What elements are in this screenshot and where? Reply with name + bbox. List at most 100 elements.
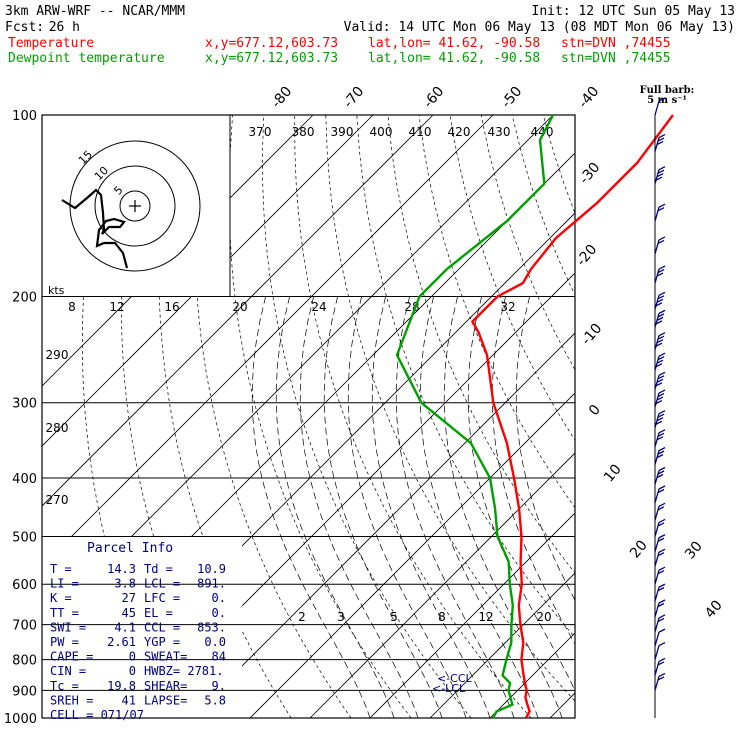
- parcel-info-value: 0.0: [204, 635, 226, 649]
- wind-barb: [654, 534, 666, 552]
- wind-barb-flag: [658, 485, 666, 490]
- wind-barb: [654, 265, 666, 284]
- dry-adiabat-label: 380: [292, 125, 315, 139]
- parcel-panel-bg: [42, 536, 242, 718]
- dry-adiabat: [699, 115, 740, 718]
- wind-barb-flag: [657, 602, 665, 608]
- wind-barb-flag: [657, 432, 665, 437]
- isotherm-line: [610, 115, 740, 718]
- isotherm-label: 0: [586, 402, 604, 419]
- parcel-info-value: 853.: [197, 620, 226, 634]
- parcel-info-value: 19.8: [107, 679, 136, 693]
- isotherm-label: 30: [682, 538, 706, 562]
- wind-barb-staff: [654, 551, 660, 567]
- wind-barb-flag: [656, 272, 664, 277]
- wind-barb-flag: [658, 628, 666, 633]
- wind-barb-flag: [658, 566, 666, 571]
- parcel-info-key: SHEAR=: [144, 679, 187, 693]
- pressure-tick-label: 500: [12, 530, 37, 545]
- parcel-info-key: TT =: [50, 606, 79, 620]
- parcel-info-key: SWEAT=: [144, 650, 187, 664]
- wind-barb-flag: [658, 534, 666, 539]
- wind-barb: [654, 672, 666, 691]
- parcel-info-key: HWBZ= 2781.: [144, 664, 223, 678]
- dry-adiabat: [262, 115, 472, 718]
- wind-barb-flag: [655, 363, 663, 368]
- isotherm-label: -40: [575, 84, 602, 112]
- parcel-info-key: CAPE =: [50, 650, 93, 664]
- plot-frame: [41, 114, 576, 719]
- parcel-info-key: Td =: [144, 562, 173, 576]
- wind-barb-flag: [656, 454, 664, 459]
- wind-barb-flag: [658, 134, 666, 139]
- wind-barb: [654, 371, 666, 390]
- wind-barb: [654, 389, 666, 408]
- dry-adiabat: [418, 115, 575, 509]
- wind-barb-flag: [657, 552, 665, 557]
- wind-barb-flag: [658, 447, 666, 452]
- isotherm-label: 40: [702, 597, 726, 621]
- moist-adiabat: [323, 296, 443, 718]
- pressure-tick-label: 800: [12, 654, 37, 669]
- wind-barb: [654, 502, 666, 521]
- isotherm-line: [189, 332, 575, 718]
- header: 3km ARW-WRF -- NCAR/MMM Init: 12 UTC Sun…: [5, 4, 735, 106]
- parcel-info-value: 891.: [197, 577, 226, 591]
- wind-barb-flag: [658, 599, 666, 604]
- moist-adiabat-label: 20: [232, 300, 247, 314]
- wind-barb: [654, 332, 666, 350]
- wind-barb-flag: [655, 176, 663, 181]
- wind-barbs: [654, 97, 666, 718]
- dry-adiabat: [667, 115, 740, 718]
- moist-adiabat: [395, 296, 515, 718]
- dry-adiabat: [294, 115, 532, 718]
- parcel-info-key: CCL =: [144, 620, 180, 634]
- pressure-tick-label: 1000: [4, 712, 37, 727]
- pressure-tick-label: 900: [12, 684, 37, 699]
- parcel-info-key: PW =: [50, 635, 79, 649]
- isotherm-line: [369, 512, 575, 718]
- isotherm-line: [42, 115, 434, 507]
- wind-barb-flag: [658, 352, 666, 357]
- isotherm-label: -60: [420, 84, 447, 112]
- isotherm-line: [670, 115, 740, 718]
- lcl-marker: <-LCL: [432, 682, 466, 695]
- model-title: 3km ARW-WRF -- NCAR/MMM: [5, 4, 185, 19]
- wind-barb-flag: [655, 382, 663, 387]
- wind-barb-staff: [654, 676, 660, 691]
- isotherm-label: -30: [576, 160, 603, 188]
- barb-key-line2: 5 m s⁻¹: [647, 95, 687, 106]
- wind-barb-staff: [654, 506, 660, 521]
- dry-adiabat: [228, 115, 412, 718]
- wind-barb-staff: [654, 631, 660, 647]
- pressure-tick-label: 400: [12, 472, 37, 487]
- wind-barb-flag: [657, 661, 665, 666]
- legend-dewpoint-latlon: lat,lon= 41.62, -90.58: [368, 51, 540, 66]
- wind-barb-flag: [658, 291, 666, 296]
- dewpoint-profile: [395, 114, 555, 719]
- temperature-profile: [471, 114, 674, 719]
- moist-adiabat-label: 24: [311, 300, 326, 314]
- wind-barb-flag: [658, 389, 666, 394]
- dry-adiabat-label: 420: [448, 125, 471, 139]
- sounding-profiles: <-CCL<-LCL: [395, 114, 674, 719]
- wind-barb-flag: [657, 470, 665, 475]
- dry-adiabat: [511, 115, 575, 296]
- wind-barb: [654, 352, 666, 371]
- wind-barb: [654, 309, 666, 328]
- moist-adiabat: [491, 296, 575, 645]
- dry-adiabat: [542, 115, 575, 214]
- wind-barb: [654, 429, 666, 447]
- wind-barb: [654, 466, 666, 485]
- wind-barb: [654, 134, 666, 152]
- parcel-info-key: EL =: [144, 606, 173, 620]
- wind-barb-staff: [654, 645, 660, 660]
- wind-barb: [654, 583, 666, 602]
- parcel-info-key: CELL = 071/07: [50, 708, 144, 722]
- wind-barb-staff: [654, 602, 660, 618]
- dry-adiabat: [194, 115, 352, 718]
- wind-barb-flag: [657, 356, 665, 361]
